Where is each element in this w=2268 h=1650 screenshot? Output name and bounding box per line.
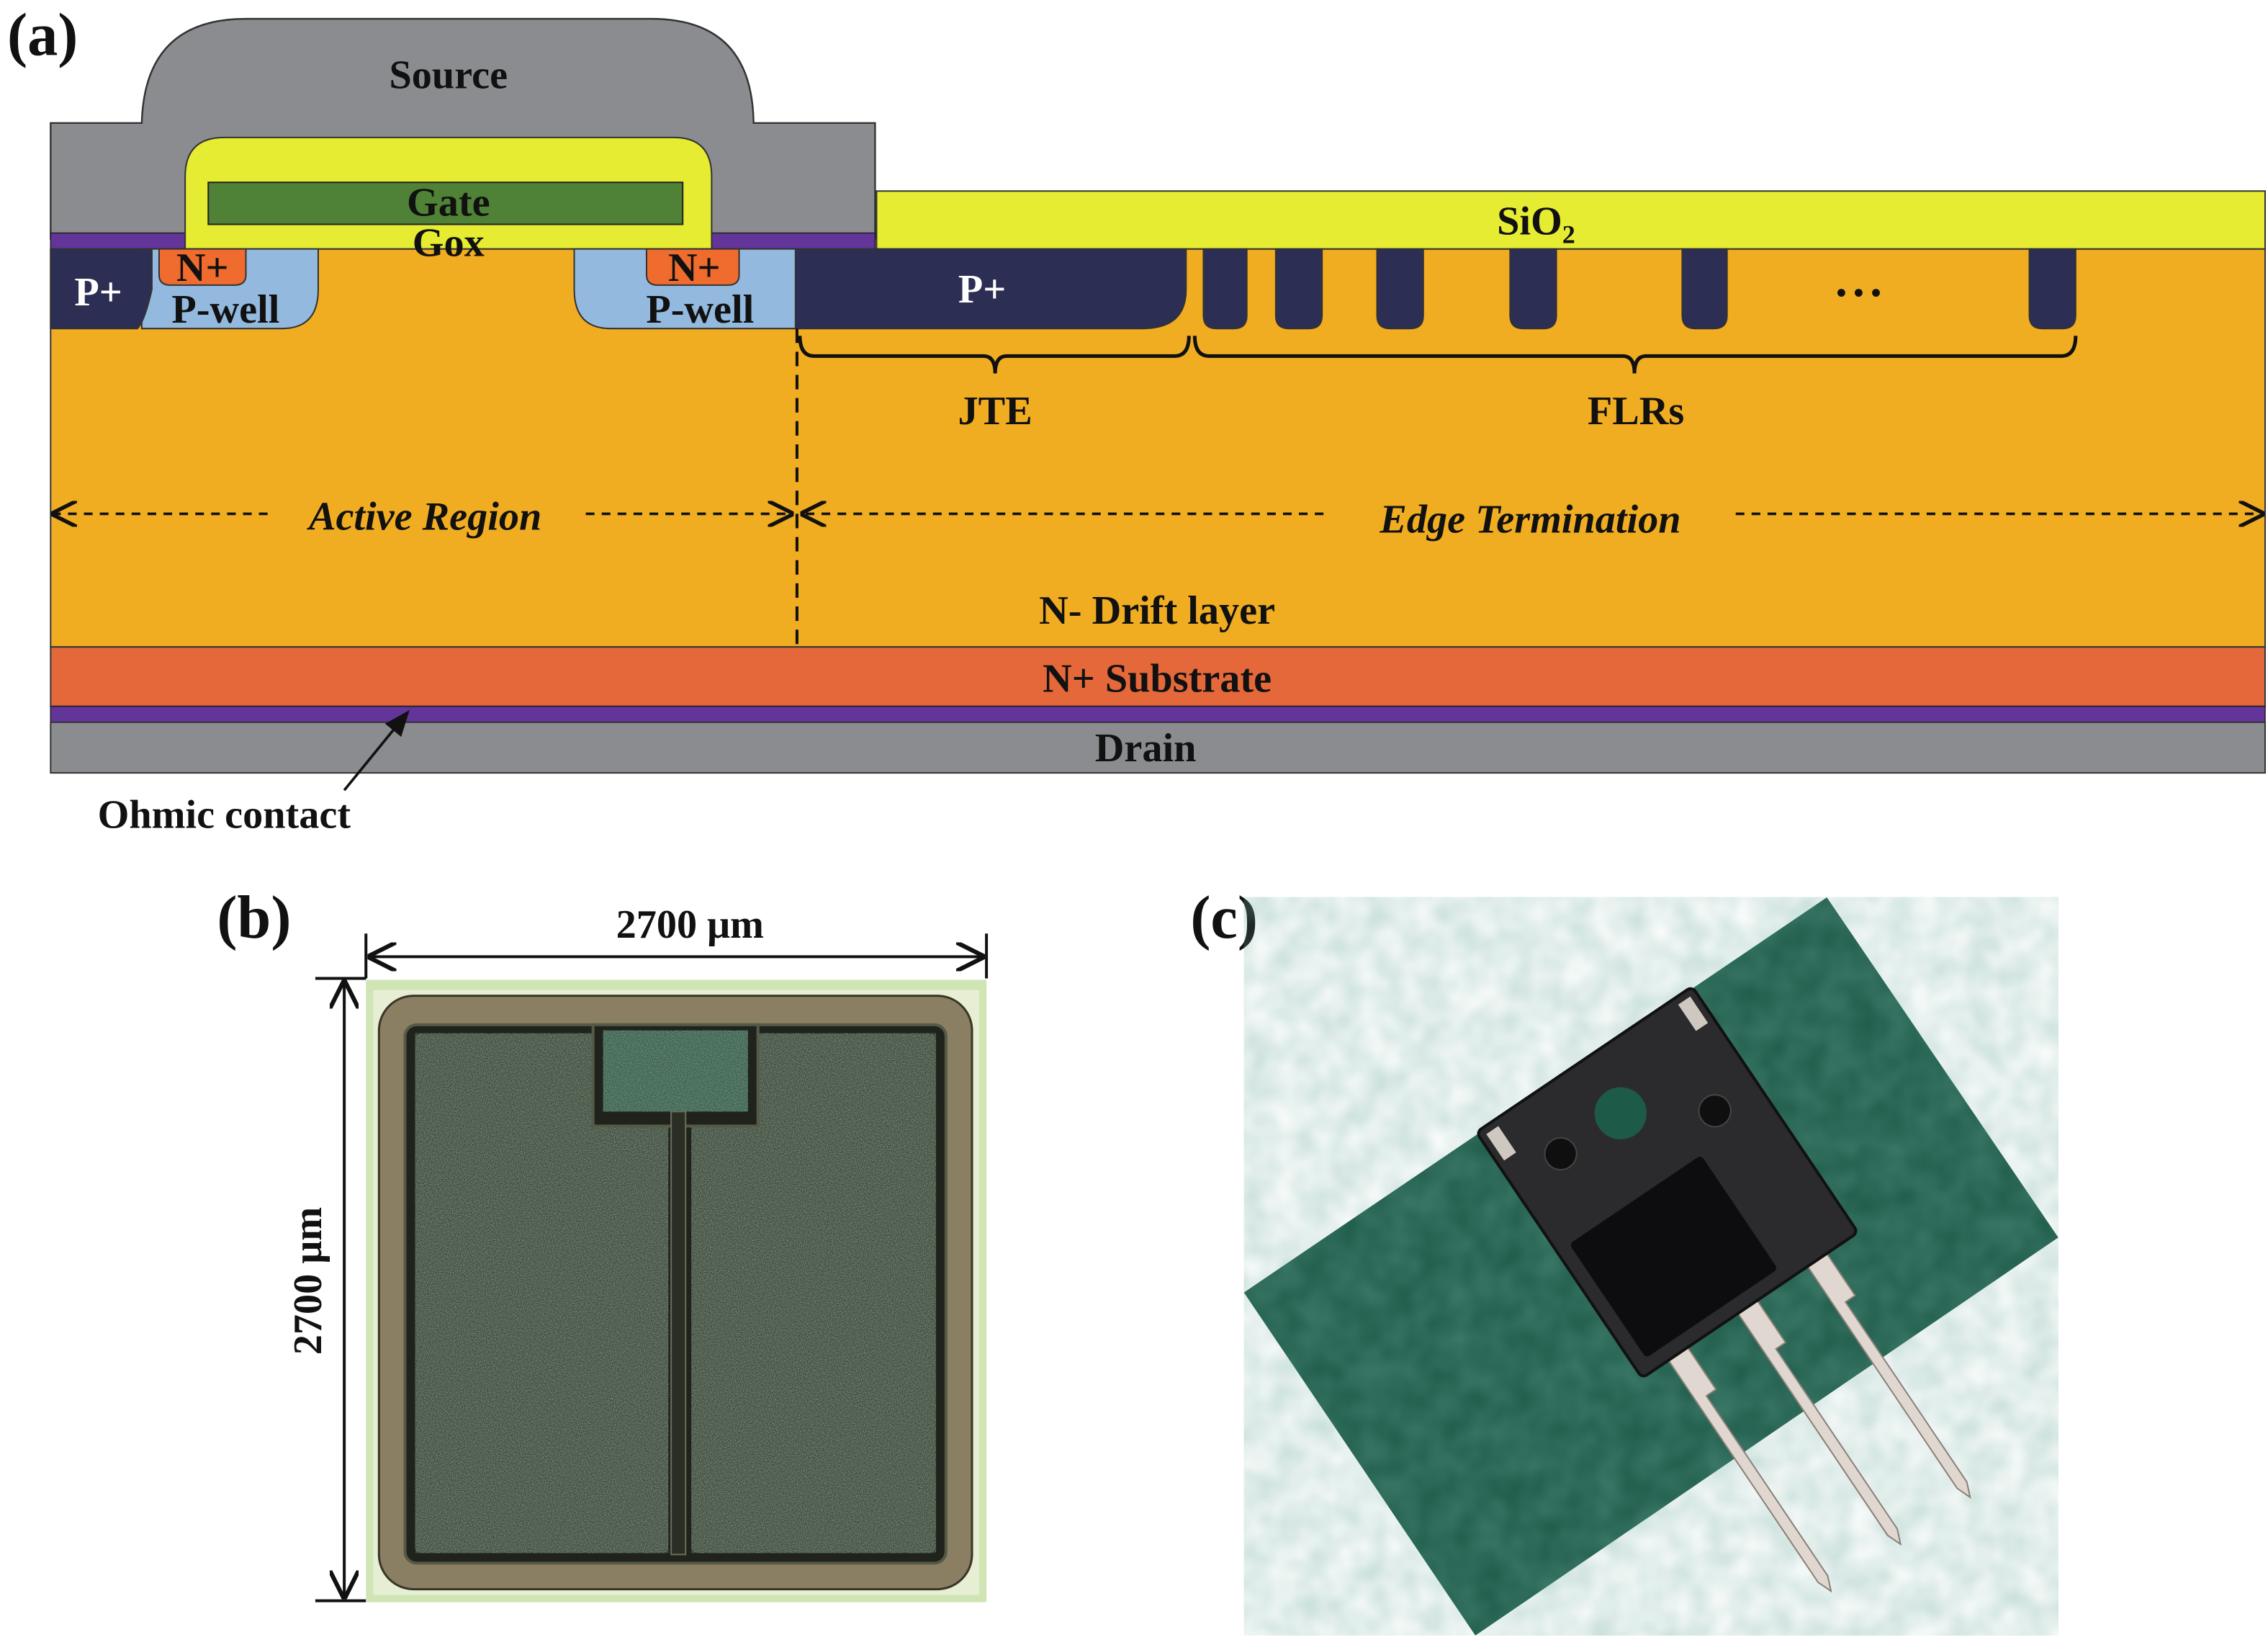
source-label: Source (389, 53, 508, 98)
jte-label: JTE (958, 389, 1032, 434)
field-oxide-sio2 (876, 190, 2266, 250)
lead-right (1802, 1246, 1971, 1499)
flr-ring (2028, 248, 2076, 330)
p-plus-left-label: P+ (74, 270, 122, 315)
active-region-label: Active Region (307, 495, 541, 539)
sio2-label: SiO2 (1497, 199, 1575, 249)
ohmic-contact-top-right (708, 232, 876, 250)
flr-ring (1274, 248, 1323, 330)
jte-p-plus-label: P+ (958, 267, 1006, 312)
flrs-label: FLRs (1588, 389, 1684, 434)
source-pad-left (415, 1033, 669, 1553)
width-label: 2700 μm (616, 902, 764, 947)
sio2-label-subscript: 2 (1562, 220, 1575, 249)
height-label: 2700 μm (286, 1207, 330, 1355)
p-well-right-label: P-well (646, 287, 754, 332)
mounting-hole (1594, 1087, 1647, 1139)
packaged-device-photo-panel: (c) (1190, 884, 2058, 1636)
ellipsis-label: • • • (1836, 277, 1881, 309)
drain-label: Drain (1095, 726, 1197, 771)
substrate-label: N+ Substrate (1043, 657, 1272, 701)
flr-ring (1202, 248, 1248, 330)
edge-termination-label: Edge Termination (1379, 498, 1680, 542)
drift-layer-label: N- Drift layer (1039, 588, 1275, 633)
gate-label: Gate (407, 180, 490, 225)
panel-label-c: (c) (1190, 884, 1258, 951)
gate-electrode (207, 181, 684, 225)
tab-contact-right (1678, 996, 1709, 1031)
n-plus-right-label: N+ (668, 246, 721, 290)
package-heatsink-window (1570, 1157, 1776, 1357)
panel-label-a: (a) (7, 1, 78, 68)
panel-label-b: (b) (217, 884, 291, 951)
n-plus-right (645, 248, 740, 286)
ohmic-contact-top-left (50, 232, 189, 250)
ohmic-contact-pointer (343, 709, 410, 792)
package-leads (1663, 1246, 1971, 1593)
n-plus-substrate (50, 646, 2266, 707)
gate-runner (670, 1111, 687, 1556)
source-pad-right (691, 1033, 936, 1553)
ejector-mark (1698, 1094, 1732, 1128)
chip-micrograph-panel: (b) 2700 μm 2700 μm (217, 884, 989, 1602)
flr-ring (1509, 248, 1557, 330)
cross-section-diagram: (a) (7, 1, 2266, 838)
sio2-label-main: SiO (1497, 199, 1562, 244)
jte-brace (798, 336, 1191, 374)
lead-middle (1732, 1293, 1902, 1546)
n-plus-left-label: N+ (176, 246, 229, 290)
ohmic-contact-bottom (50, 705, 2266, 723)
p-well-left-label: P-well (171, 287, 279, 332)
ohmic-contact-label: Ohmic contact (98, 793, 351, 838)
ejector-mark (1544, 1136, 1578, 1171)
n-plus-left (158, 248, 247, 286)
tab-contact-left (1486, 1126, 1516, 1161)
p-plus-left (50, 248, 153, 330)
flrs-brace (1192, 336, 2078, 374)
gate-pad (603, 1030, 748, 1112)
to247-package (1477, 987, 1971, 1593)
lead-left (1663, 1340, 1832, 1593)
gox-label: Gox (413, 221, 485, 266)
flr-ring (1376, 248, 1424, 330)
flr-ring (1681, 248, 1728, 330)
floating-limiting-rings (1202, 248, 2076, 330)
jte-p-plus (794, 248, 1187, 330)
drain-metal (50, 721, 2266, 774)
p-well-right (573, 248, 796, 330)
